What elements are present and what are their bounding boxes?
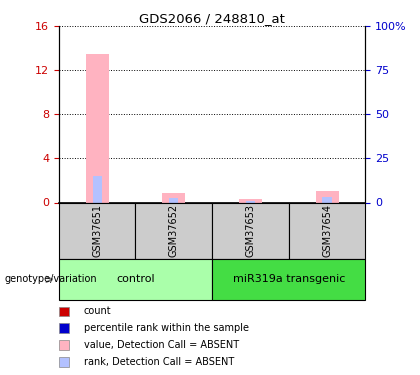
Bar <box>169 198 178 202</box>
Bar <box>92 176 102 203</box>
Bar <box>162 193 185 202</box>
Text: control: control <box>116 274 155 284</box>
Text: GSM37652: GSM37652 <box>169 204 179 257</box>
Bar <box>59 202 135 259</box>
Bar <box>246 201 255 202</box>
Bar <box>315 192 339 202</box>
Title: GDS2066 / 248810_at: GDS2066 / 248810_at <box>139 12 285 25</box>
Text: value, Detection Call = ABSENT: value, Detection Call = ABSENT <box>84 340 239 350</box>
Text: rank, Detection Call = ABSENT: rank, Detection Call = ABSENT <box>84 357 234 367</box>
Bar <box>135 202 212 259</box>
Text: GSM37654: GSM37654 <box>322 204 332 257</box>
Bar <box>239 200 262 202</box>
Bar <box>212 259 365 300</box>
Text: percentile rank within the sample: percentile rank within the sample <box>84 323 249 333</box>
Text: count: count <box>84 306 112 316</box>
Text: GSM37653: GSM37653 <box>245 204 255 257</box>
Bar <box>323 197 332 202</box>
Bar <box>289 202 365 259</box>
Text: miR319a transgenic: miR319a transgenic <box>233 274 345 284</box>
Bar <box>212 202 289 259</box>
Bar <box>59 259 212 300</box>
Bar <box>86 54 109 202</box>
Text: GSM37651: GSM37651 <box>92 204 102 257</box>
Text: genotype/variation: genotype/variation <box>4 274 97 284</box>
